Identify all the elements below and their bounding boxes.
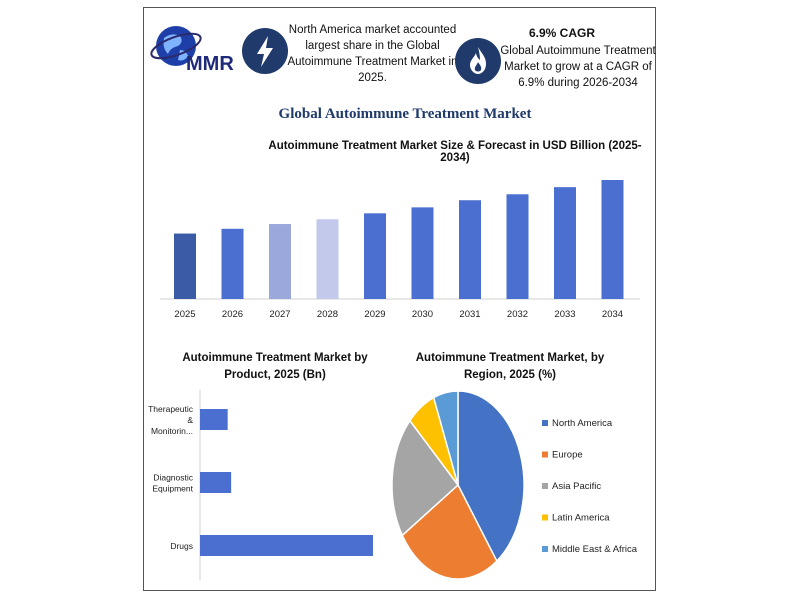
globe-icon xyxy=(150,26,202,66)
mmr-logo: MMR xyxy=(150,26,234,75)
product-label: Therapeutic & Monitorin... xyxy=(148,404,194,436)
x-tick-label: 2027 xyxy=(269,309,290,320)
bar-2029 xyxy=(364,213,386,299)
legend-label: Europe xyxy=(552,450,583,461)
x-tick-label: 2034 xyxy=(602,309,623,320)
pie-slice-4 xyxy=(432,390,459,486)
bar-2028 xyxy=(316,219,339,299)
legend-swatch xyxy=(542,546,548,552)
legend-label: North America xyxy=(552,418,613,429)
bar-2025 xyxy=(174,233,196,299)
product-label: Drugs xyxy=(170,541,193,551)
bar-2031 xyxy=(459,200,481,299)
legend-label: Latin America xyxy=(552,513,610,524)
legend-swatch xyxy=(542,483,548,489)
cagr-title: 6.9% CAGR xyxy=(528,26,596,40)
x-tick-label: 2033 xyxy=(554,309,575,320)
bar-2026 xyxy=(221,228,244,299)
info-north-america: North America market accounted largest s… xyxy=(287,24,458,84)
pie-slice-0 xyxy=(457,390,525,563)
product-bar xyxy=(200,535,373,556)
product-bar xyxy=(200,409,228,430)
pie-slice-2 xyxy=(391,419,460,537)
product-label: Diagnostic Equipment xyxy=(152,473,193,494)
x-tick-label: 2029 xyxy=(364,309,385,320)
bar-2034 xyxy=(601,180,624,299)
bar-2032 xyxy=(506,194,529,299)
flame-icon xyxy=(455,38,501,84)
x-tick-label: 2028 xyxy=(317,309,338,320)
region-chart-title: Autoimmune Treatment Market, by Region, … xyxy=(415,352,605,381)
x-tick-label: 2025 xyxy=(174,309,195,320)
x-tick-label: 2031 xyxy=(459,309,480,320)
logo-text: MMR xyxy=(186,53,234,75)
forecast-bar-chart: 2025 2026 2027 2028 2029 2030 2031 2032 2033 2034 xyxy=(160,180,640,320)
bar-chart-title: Autoimmune Treatment Market Size & Forec… xyxy=(268,140,642,164)
legend-swatch xyxy=(542,451,548,458)
cagr-text: Global Autoimmune Treatment Market to gr… xyxy=(500,45,656,89)
product-bar xyxy=(200,472,232,493)
product-bar-chart: Therapeutic & Monitorin... Diagnostic Equipm… xyxy=(148,390,373,580)
bar-2027 xyxy=(269,224,291,299)
legend-swatch xyxy=(542,420,548,426)
x-tick-label: 2032 xyxy=(507,309,528,320)
lightning-icon xyxy=(242,28,288,74)
bar-2033 xyxy=(554,187,576,299)
legend-label: Middle East & Africa xyxy=(552,544,638,555)
region-pie-chart: North America Europe Asia Pacific Latin Ame… xyxy=(391,390,638,580)
legend-swatch xyxy=(542,514,548,521)
bar-2030 xyxy=(411,207,434,299)
pie-slice-1 xyxy=(401,483,498,580)
product-chart-title: Autoimmune Treatment Market by Product, … xyxy=(182,352,368,381)
x-tick-label: 2026 xyxy=(222,309,243,320)
legend-label: Asia Pacific xyxy=(552,481,601,492)
main-title: Global Autoimmune Treatment Market xyxy=(278,106,532,122)
x-tick-label: 2030 xyxy=(412,309,433,320)
